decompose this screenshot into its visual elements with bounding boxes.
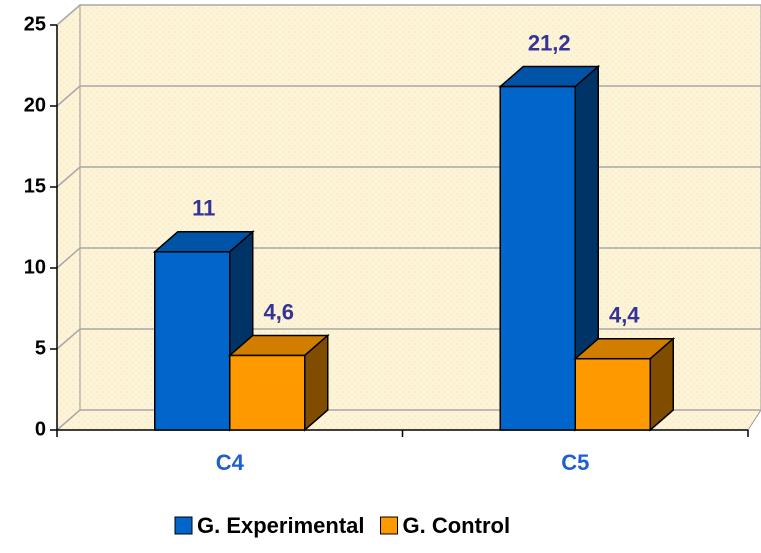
side-wall: [56, 3, 81, 432]
value-label: 4,4: [609, 303, 640, 328]
grid-line: [56, 4, 761, 26]
x-tick-label: C5: [561, 450, 589, 475]
y-tick-label: 5: [35, 337, 46, 359]
value-label: 11: [192, 196, 215, 221]
legend-swatch: [380, 516, 399, 535]
bar: [229, 354, 306, 431]
x-tick-label: C4: [216, 450, 245, 475]
value-label: 4,6: [263, 299, 294, 324]
y-tick-label: 0: [35, 418, 46, 440]
legend-label: G. Control: [403, 513, 511, 538]
value-label: 21,2: [528, 30, 571, 55]
y-tick-label: 15: [24, 175, 46, 197]
y-tick-label: 20: [24, 94, 46, 116]
bar: [154, 251, 231, 431]
legend-label: G. Experimental: [197, 513, 365, 538]
y-tick-label: 25: [24, 13, 46, 35]
bar: [499, 85, 576, 431]
bar: [574, 357, 651, 431]
legend-swatch: [174, 516, 193, 535]
y-tick-label: 10: [24, 256, 46, 278]
